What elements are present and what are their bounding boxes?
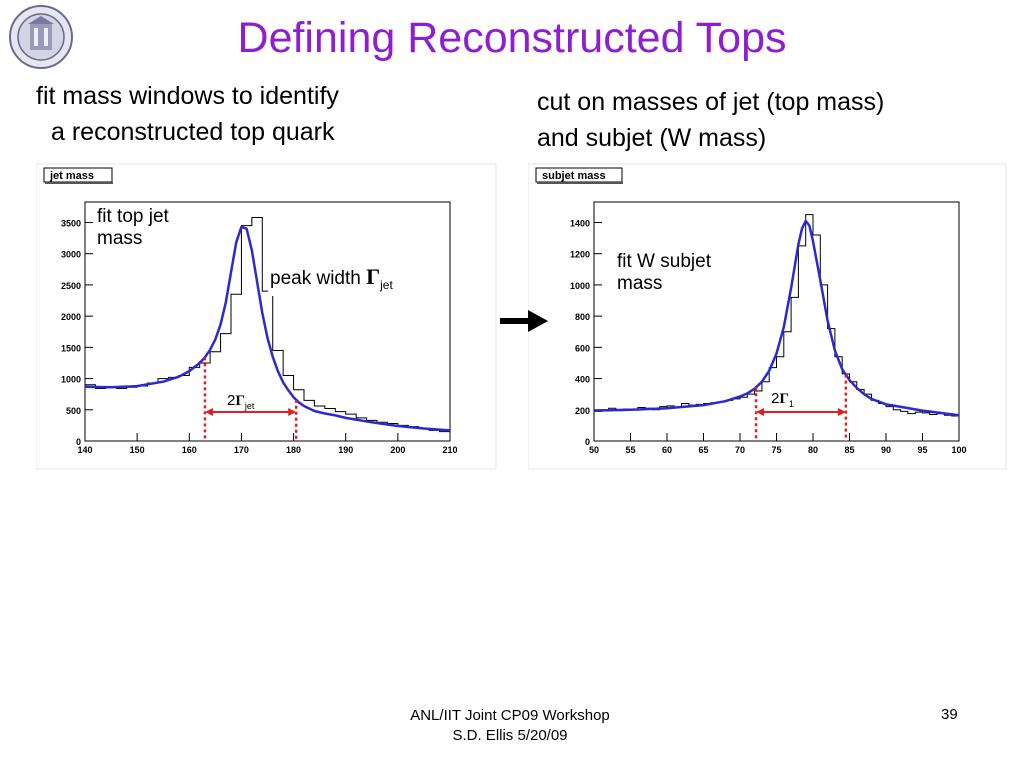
subjet-title-text: subjet mass <box>542 170 606 182</box>
jet-plot-area <box>84 201 451 442</box>
slide-title: Defining Reconstructed Tops <box>237 14 787 62</box>
right-fit-note-line-2: mass <box>617 273 663 294</box>
peak-width-note: peak width Γjet <box>268 266 395 296</box>
jet-xtick-label-6: 200 <box>390 445 405 455</box>
gamma-subscript-jet: jet <box>380 277 393 292</box>
subjet-xtick-label-6: 80 <box>808 445 818 455</box>
gamma-symbol: Γ <box>366 264 381 289</box>
jet-title-box: jet mass <box>43 167 113 184</box>
jet-mass-chart: jet mass 0 500 1000 1500 2000 2500 3000 3500 140 1… <box>36 163 497 470</box>
left-fit-note: fit top jet mass <box>97 206 169 250</box>
left-caption-line-1: fit mass windows to identify <box>36 82 339 110</box>
jet-frame <box>36 163 497 470</box>
right-caption-line-1: cut on masses of jet (top mass) <box>537 88 885 116</box>
right-arrow-icon <box>500 310 548 332</box>
subjet-xtick-label-1: 55 <box>625 445 635 455</box>
right-fit-note-line-1: fit W subjet <box>617 251 711 272</box>
jet-ytick-label-7: 3500 <box>61 218 81 228</box>
jet-xtick-label-4: 180 <box>286 445 301 455</box>
jet-window-arrowhead-left <box>204 408 213 416</box>
subjet-fit-curve <box>593 219 960 417</box>
subjet-window-arrowhead-right <box>837 408 846 416</box>
footer-line-2: S.D. Ellis 5/20/09 <box>452 727 568 744</box>
jet-title-text: jet mass <box>49 170 94 182</box>
left-window-two: 2 <box>227 392 236 409</box>
subjet-xtick-label-10: 100 <box>951 445 966 455</box>
jet-ytick-label-1: 500 <box>66 406 81 416</box>
right-window-two: 2 <box>771 390 780 407</box>
jet-ytick-label-2: 1000 <box>61 375 81 385</box>
footer: ANL/IIT Joint CP09 Workshop S.D. Ellis 5… <box>300 706 720 746</box>
footer-line-1: ANL/IIT Joint CP09 Workshop <box>410 707 610 724</box>
right-fit-note: fit W subjet mass <box>617 251 711 295</box>
right-window-sub: 1 <box>788 399 794 409</box>
left-window-sub: jet <box>244 401 255 411</box>
subjet-frame <box>528 163 1007 470</box>
right-window-label: 2Γ1 <box>771 388 794 415</box>
subjet-ytick-label-5: 1000 <box>570 281 590 291</box>
jet-xtick-label-7: 210 <box>442 445 457 455</box>
subjet-xtick-label-8: 90 <box>881 445 891 455</box>
subjet-ytick-label-6: 1200 <box>570 250 590 260</box>
subjet-xtick-label-3: 65 <box>698 445 708 455</box>
university-seal-icon <box>9 5 73 69</box>
page-number: 39 <box>941 706 958 723</box>
left-fit-note-line-2: mass <box>97 228 143 249</box>
subjet-xtick-label-0: 50 <box>589 445 599 455</box>
subjet-xtick-label-2: 60 <box>662 445 672 455</box>
jet-ytick-label-5: 2500 <box>61 281 81 291</box>
jet-ytick-label-4: 2000 <box>61 312 81 322</box>
subjet-xtick-label-5: 75 <box>771 445 781 455</box>
jet-ytick-label-6: 3000 <box>61 250 81 260</box>
peak-width-text: peak width <box>270 268 367 289</box>
jet-xtick-label-5: 190 <box>338 445 353 455</box>
jet-window-arrowhead-right <box>288 408 297 416</box>
left-window-label: 2Γjet <box>227 390 254 417</box>
jet-ytick-label-3: 1500 <box>61 343 81 353</box>
subjet-ytick-label-4: 800 <box>575 312 590 322</box>
right-window-gamma: Γ <box>779 391 789 407</box>
subjet-ytick-label-0: 0 <box>585 437 590 447</box>
jet-xtick-label-2: 160 <box>182 445 197 455</box>
subjet-window-arrowhead-left <box>756 408 765 416</box>
jet-xtick-label-3: 170 <box>234 445 249 455</box>
subjet-title-box: subjet mass <box>535 167 623 184</box>
left-fit-note-line-1: fit top jet <box>97 206 169 227</box>
subjet-xtick-label-4: 70 <box>735 445 745 455</box>
subjet-ytick-label-3: 600 <box>575 343 590 353</box>
jet-fit-curve <box>84 225 451 432</box>
left-window-gamma: Γ <box>235 393 245 409</box>
subjet-xtick-label-7: 85 <box>844 445 854 455</box>
right-caption: cut on masses of jet (top mass) and subj… <box>537 84 884 156</box>
subjet-mass-chart: subjet mass 0 200 400 600 800 1000 1200 1400 50 55… <box>528 163 1007 470</box>
left-caption: fit mass windows to identify a reconstru… <box>36 78 339 150</box>
jet-xtick-label-0: 140 <box>77 445 92 455</box>
right-caption-line-2: and subjet (W mass) <box>537 124 767 152</box>
jet-xtick-label-1: 150 <box>130 445 145 455</box>
subjet-ytick-label-2: 400 <box>575 375 590 385</box>
subjet-ytick-label-1: 200 <box>575 406 590 416</box>
left-caption-line-2: a reconstructed top quark <box>51 118 335 146</box>
subjet-ytick-label-7: 1400 <box>570 218 590 228</box>
subjet-xtick-label-9: 95 <box>917 445 927 455</box>
jet-ytick-label-0: 0 <box>76 437 81 447</box>
